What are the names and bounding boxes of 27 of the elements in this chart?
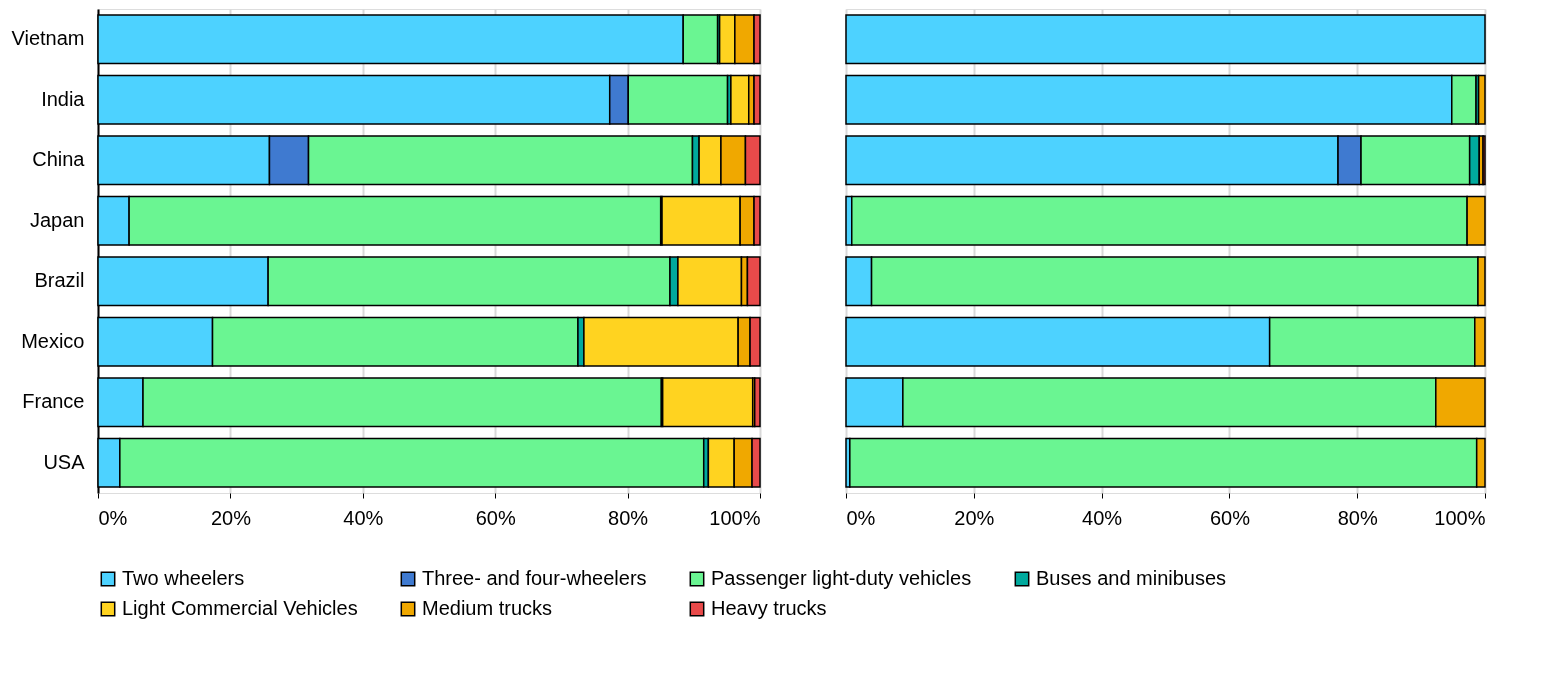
y-tick-label: India: [41, 87, 86, 110]
legend-label: Light Commercial Vehicles: [122, 597, 358, 619]
x-tick-label: 0%: [98, 506, 128, 529]
y-tick-label: USA: [43, 450, 86, 473]
x-tick-label: 20%: [210, 506, 252, 529]
x-tick-label: 40%: [343, 506, 384, 529]
x-tick-label: 40%: [1082, 506, 1123, 529]
x-tick-label: 80%: [608, 506, 649, 529]
y-tick-label: Brazil: [34, 269, 85, 292]
x-tick-label: 80%: [1337, 506, 1378, 529]
x-tick-label: 60%: [1209, 506, 1251, 529]
x-tick-label: 100%: [1434, 506, 1486, 529]
legend-label: Passenger light-duty vehicles: [711, 567, 972, 589]
x-tick-label: 60%: [475, 506, 516, 529]
y-tick-label: China: [32, 148, 86, 171]
legend-label: Two wheelers: [122, 567, 245, 589]
legend-label: Buses and minibuses: [1036, 567, 1227, 589]
x-tick-label: 20%: [954, 506, 995, 529]
y-tick-label: Vietnam: [11, 27, 85, 50]
y-tick-label: Japan: [30, 208, 85, 231]
y-tick-label: Mexico: [21, 329, 85, 352]
legend-label: Heavy trucks: [711, 597, 827, 619]
y-tick-label: France: [22, 390, 85, 413]
x-tick-label: 0%: [846, 506, 876, 529]
legend-label: Medium trucks: [422, 597, 553, 619]
legend-label: Three- and four-wheelers: [422, 567, 647, 589]
x-tick-label: 100%: [709, 506, 761, 529]
